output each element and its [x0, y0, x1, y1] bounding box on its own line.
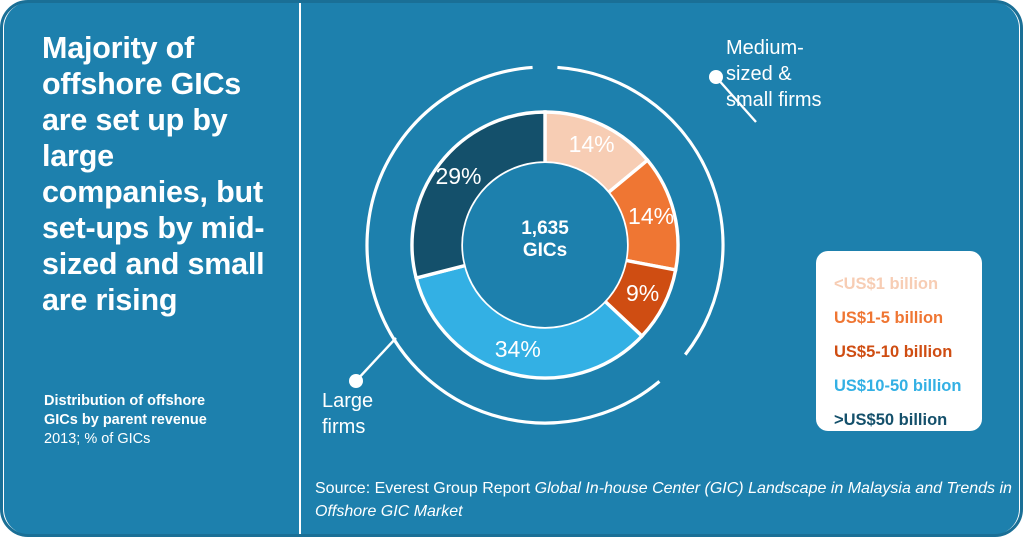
- callout-large-firms: Large firms: [322, 388, 442, 440]
- center-total-value: 1,635: [521, 218, 569, 239]
- chart-subtitle: Distribution of offshore GICs by parent …: [44, 392, 289, 449]
- source-note: Source: Everest Group Report Global In-h…: [315, 477, 1015, 523]
- center-total-unit: GICs: [523, 240, 567, 261]
- slice-value-label: 29%: [435, 163, 481, 189]
- legend-item-2[interactable]: US$5-10 billion: [834, 343, 953, 361]
- leader-lines: [355, 76, 757, 382]
- subtitle-line-2: GICs by parent revenue: [44, 412, 207, 428]
- page-title: Majority of offshore GICs are set up by …: [42, 31, 265, 317]
- outer-ring-arc-right: [365, 65, 661, 425]
- legend-item-3[interactable]: US$10-50 billion: [834, 377, 962, 395]
- leader-line-medium: [715, 76, 757, 123]
- leader-dot-large: [349, 374, 363, 388]
- callout-medium-line-1: Medium-: [726, 37, 804, 59]
- slice-value-labels: 14% 14% 9% 34% 29%: [435, 131, 674, 362]
- donut-hole: [463, 163, 627, 327]
- leader-line-large: [355, 337, 397, 382]
- callout-medium-line-3: small firms: [726, 89, 822, 111]
- subtitle-line-3: 2013; % of GICs: [44, 431, 151, 447]
- callout-large-line-1: Large: [322, 390, 374, 412]
- slice-value-label: 34%: [495, 336, 541, 362]
- donut-chart-svg: 14% 14% 9% 34% 29% 1,635 GICs: [349, 65, 757, 425]
- slice-value-label: 14%: [569, 131, 615, 157]
- callout-medium-line-2: sized &: [726, 63, 792, 85]
- source-prefix: Source: Everest Group Report: [315, 480, 535, 497]
- legend-item-0[interactable]: <US$1 billion: [834, 275, 939, 293]
- leader-dots: [349, 70, 723, 388]
- callout-large-line-2: firms: [322, 416, 366, 438]
- legend-item-1[interactable]: US$1-5 billion: [834, 309, 944, 327]
- subtitle-line-1: Distribution of offshore: [44, 393, 206, 409]
- source-title: Global In-house Center (GIC) Landscape i…: [315, 480, 1012, 520]
- slice-value-label: 9%: [626, 280, 659, 306]
- legend: <US$1 billion US$1-5 billion US$5-10 bil…: [816, 251, 982, 431]
- legend-item-4[interactable]: >US$50 billion: [834, 411, 948, 429]
- outer-ring-arc-left: [557, 65, 725, 356]
- outer-decorative-ring: [365, 65, 725, 425]
- donut-chart: 14% 14% 9% 34% 29% 1,635 GICs: [304, 2, 764, 472]
- slice-value-label: 14%: [628, 203, 674, 229]
- callout-medium-small-firms: Medium- sized & small firms: [726, 35, 906, 113]
- leader-dot-medium: [709, 70, 723, 84]
- vertical-divider: [299, 2, 301, 535]
- main-panel: Majority of offshore GICs are set up by …: [4, 2, 1019, 535]
